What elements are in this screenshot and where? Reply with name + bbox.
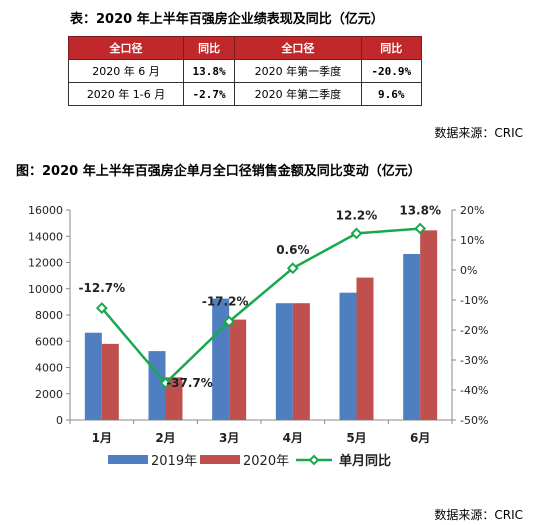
table-header-row: 全口径 同比 全口径 同比 [67,36,423,60]
right-tick-label: 0% [460,264,477,277]
right-tick-label: -50% [460,414,488,427]
header-cell: 同比 [183,36,236,60]
bar-2019 [84,332,102,420]
yoy-point [159,377,172,390]
right-tick-label: -40% [460,384,488,397]
x-tick-label: 6月 [410,431,430,445]
bar-2019 [212,298,230,420]
summary-table: 全口径 同比 全口径 同比 2020 年 6 月 13.8% 2020 年第一季… [67,36,423,106]
x-tick-label: 3月 [219,431,239,445]
legend-label: 2019年 [151,454,197,469]
x-tick-label: 1月 [92,431,112,445]
left-tick-label: 6000 [35,335,63,348]
table-cell: -20.9% [360,59,423,83]
legend-label: 2020年 [243,454,289,469]
left-tick-label: 0 [56,414,63,427]
right-tick-label: -30% [460,354,488,367]
bar-2020 [165,377,183,420]
right-tick-label: 10% [460,234,484,247]
left-tick-label: 8000 [35,309,63,322]
x-tick-label: 2月 [155,431,175,445]
yoy-point [350,227,363,240]
right-tick-label: -10% [460,294,488,307]
left-tick-label: 12000 [28,257,63,270]
yoy-point [286,262,299,275]
yoy-point [414,222,427,235]
data-label: 13.8% [399,204,441,218]
x-tick-label: 4月 [283,431,303,445]
data-label: -17.2% [202,295,249,309]
right-tick-label: -20% [460,324,488,337]
table-cell: 2020 年 6 月 [67,59,185,83]
table-row: 2020 年 6 月 13.8% 2020 年第一季度 -20.9% [67,59,423,83]
table-title: 表：2020 年上半年百强房企业绩表现及同比（亿元） [70,12,384,27]
bar-2020 [420,230,438,420]
bar-2020 [101,343,119,420]
header-cell: 全口径 [234,36,362,60]
table-cell: 2020 年 1-6 月 [67,82,185,106]
yoy-point [95,302,108,315]
left-tick-label: 2000 [35,388,63,401]
table-cell: 9.6% [360,82,423,106]
source-note: 数据来源：CRIC [434,126,523,140]
source-note: 数据来源：CRIC [434,508,523,522]
table-cell: 2020 年第二季度 [234,82,362,106]
bar-2020 [292,303,310,420]
yoy-line [100,227,421,385]
bar-2019 [275,303,293,420]
table-row: 2020 年 1-6 月 -2.7% 2020 年第二季度 9.6% [67,82,423,106]
bar-2019 [339,292,357,420]
data-label: -12.7% [79,281,126,295]
yoy-point [223,315,236,328]
left-tick-label: 14000 [28,230,63,243]
bar-2020 [229,319,247,420]
legend-swatch [108,455,148,464]
left-tick-label: 16000 [28,204,63,217]
bar-2020 [356,277,374,420]
x-tick-label: 5月 [346,431,366,445]
legend-marker [308,454,320,466]
left-tick-label: 4000 [35,362,63,375]
data-label: -37.7% [166,376,213,390]
table-cell: -2.7% [183,82,236,106]
header-cell: 全口径 [67,36,185,60]
data-label: 12.2% [336,208,378,222]
bar-2019 [403,253,421,420]
header-cell: 同比 [360,36,423,60]
data-label: 0.6% [276,243,309,257]
left-tick-label: 10000 [28,283,63,296]
legend-label: 单月同比 [339,453,391,469]
legend-swatch [200,455,240,464]
chart-title: 图：2020 年上半年百强房企单月全口径销售金额及同比变动（亿元） [16,164,421,179]
right-tick-label: 20% [460,204,484,217]
